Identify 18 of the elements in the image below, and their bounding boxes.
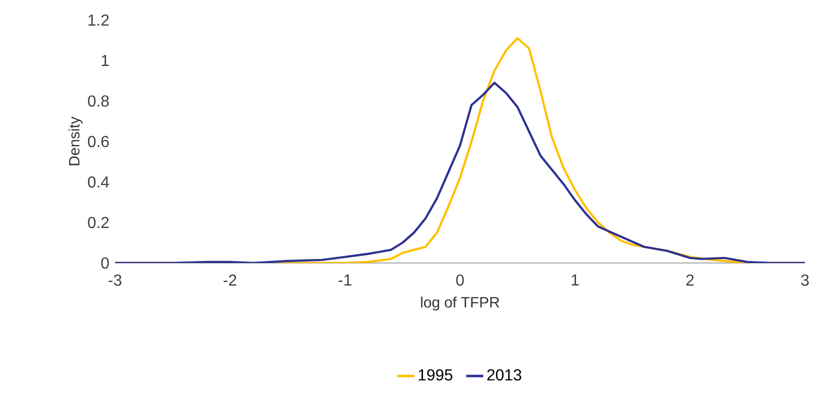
x-axis-title: log of TFPR	[421, 296, 500, 311]
y-tick-label: 0.4	[88, 176, 110, 188]
x-tick-label: -1	[338, 274, 352, 286]
legend-label: 2013	[487, 369, 522, 381]
x-tick-label: 0	[456, 274, 464, 286]
y-tick-label: 1	[102, 55, 109, 66]
legend-label: 1995	[418, 369, 452, 381]
x-tick-label: -3	[108, 274, 122, 286]
y-tick-label: 0.8	[88, 95, 109, 107]
y-tick-label: 0.6	[88, 136, 109, 148]
x-tick-label: 2	[686, 274, 694, 286]
y-tick-label: 0.2	[88, 216, 109, 228]
y-tick-label: 1.2	[88, 14, 109, 26]
x-tick-label: 1	[572, 274, 579, 286]
x-tick-label: -2	[224, 274, 236, 286]
y-tick-label: 0	[101, 257, 109, 269]
y-axis-title: Density	[68, 116, 82, 166]
x-tick-label: 3	[801, 274, 809, 286]
